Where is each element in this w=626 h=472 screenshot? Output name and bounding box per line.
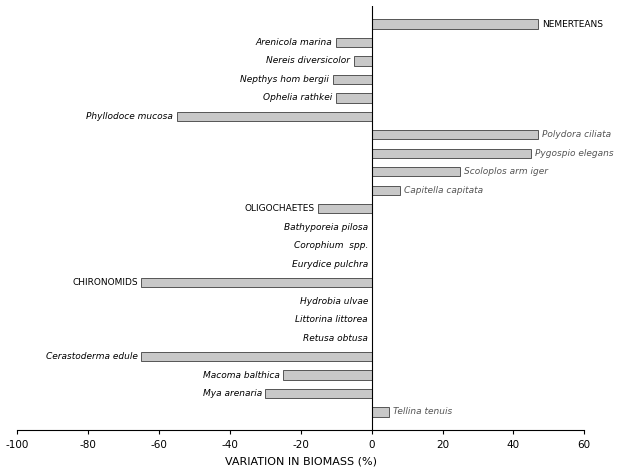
Bar (177, 112, 372, 121)
Bar (141, 278, 372, 287)
Text: NEMERTEANS: NEMERTEANS (541, 19, 603, 28)
Text: Scoloplos arm iger: Scoloplos arm iger (464, 168, 548, 177)
Bar (354, 56, 372, 66)
Bar (141, 352, 372, 361)
Bar (319, 204, 372, 213)
Text: Nereis diversicolor: Nereis diversicolor (267, 57, 351, 66)
Bar (265, 389, 372, 398)
Bar (372, 407, 389, 417)
Text: Retusa obtusa: Retusa obtusa (303, 334, 368, 343)
Text: Arenicola marina: Arenicola marina (256, 38, 332, 47)
Text: Mya arenaria: Mya arenaria (203, 389, 262, 398)
Text: Pygospio elegans: Pygospio elegans (535, 149, 613, 158)
Bar (372, 149, 531, 158)
X-axis label: VARIATION IN BIOMASS (%): VARIATION IN BIOMASS (%) (225, 456, 377, 466)
Bar (372, 167, 460, 177)
Text: Phyllodoce mucosa: Phyllodoce mucosa (86, 112, 173, 121)
Bar (372, 130, 538, 140)
Text: Ophelia rathkei: Ophelia rathkei (264, 93, 332, 102)
Text: Bathyporeia pilosa: Bathyporeia pilosa (284, 223, 368, 232)
Bar (336, 93, 372, 102)
Text: Eurydice pulchra: Eurydice pulchra (292, 260, 368, 269)
Text: Tellina tenuis: Tellina tenuis (393, 407, 452, 416)
Bar (372, 185, 400, 195)
Bar (283, 371, 372, 379)
Bar (332, 75, 372, 84)
Text: Nepthys hom bergii: Nepthys hom bergii (240, 75, 329, 84)
Bar (336, 38, 372, 47)
Text: Cerastoderma edule: Cerastoderma edule (46, 352, 138, 361)
Text: Capitella capitata: Capitella capitata (404, 186, 483, 195)
Text: Littorina littorea: Littorina littorea (295, 315, 368, 324)
Text: Macoma balthica: Macoma balthica (203, 371, 279, 379)
Text: CHIRONOMIDS: CHIRONOMIDS (72, 278, 138, 287)
Text: Corophium  spp.: Corophium spp. (294, 241, 368, 250)
Text: OLIGOCHAETES: OLIGOCHAETES (245, 204, 315, 213)
Text: Polydora ciliata: Polydora ciliata (541, 130, 611, 139)
Bar (372, 19, 538, 29)
Text: Hydrobia ulvae: Hydrobia ulvae (300, 296, 368, 306)
